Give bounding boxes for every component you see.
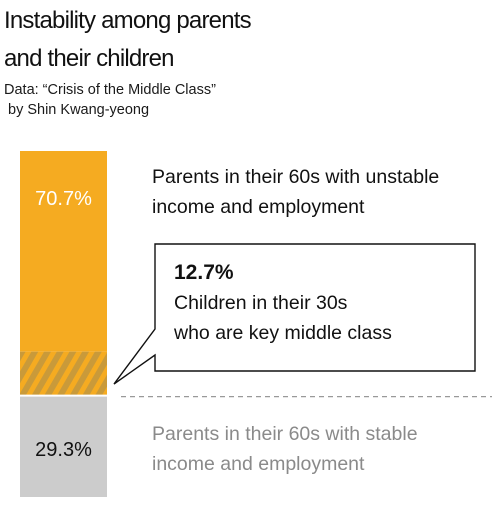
callout-box xyxy=(113,243,476,385)
bar-segment-highlight xyxy=(20,351,107,396)
data-source-line-2: by Shin Kwang-yeong xyxy=(8,102,150,118)
unstable-segment-label: Parents in their 60s with unstable incom… xyxy=(152,162,492,222)
chart-title-line-1: Instability among parents xyxy=(4,7,252,34)
callout-description: Children in their 30s who are key middle… xyxy=(174,288,474,348)
chart-title: Instability among parents and their chil… xyxy=(4,2,464,78)
stable-label-line-2: income and employment xyxy=(152,453,365,475)
unstable-label-line-1: Parents in their 60s with unstable xyxy=(152,166,440,188)
stable-value-label: 29.3% xyxy=(35,439,92,461)
stable-segment-label: Parents in their 60s with stable income … xyxy=(152,419,492,479)
bar-segment-stable xyxy=(20,395,107,497)
callout-value: 12.7% xyxy=(174,261,234,284)
stable-label-line-1: Parents in their 60s with stable xyxy=(152,423,418,445)
bar-segment-unstable xyxy=(20,151,107,352)
callout-description-line-1: Children in their 30s xyxy=(174,292,348,314)
callout-content: 12.7% Children in their 30s who are key … xyxy=(174,258,474,348)
data-source: Data: “Crisis of the Middle Class” by Sh… xyxy=(4,80,216,120)
chart-title-line-2: and their children xyxy=(4,45,175,72)
data-source-line-1: Data: “Crisis of the Middle Class” xyxy=(4,82,216,98)
unstable-value-label: 70.7% xyxy=(35,188,92,210)
unstable-label-line-2: income and employment xyxy=(152,196,365,218)
callout-description-line-2: who are key middle class xyxy=(174,322,392,344)
